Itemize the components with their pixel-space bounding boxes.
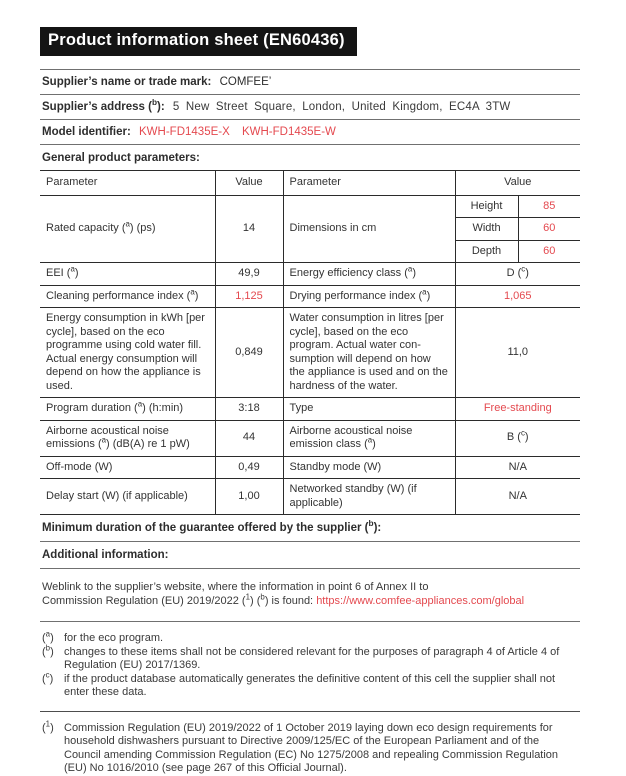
- guarantee-heading: Minimum duration of the guarantee offere…: [40, 515, 580, 542]
- type-label: Type: [282, 397, 456, 421]
- performance-index-row: Cleaning performance index (a) 1,125 Dry…: [40, 284, 580, 308]
- drying-index-value: 1,065: [454, 284, 580, 308]
- eei-value: 49,9: [214, 262, 284, 286]
- duration-type-row: Program duration (a) (h:min) 3:18 Type F…: [40, 397, 580, 421]
- eei-label: EEI (a): [40, 262, 216, 286]
- weblink-line-2-text: Commission Regulation (EU) 2019/2022 (1)…: [42, 592, 314, 607]
- off-mode-label: Off-mode (W): [40, 455, 216, 479]
- supplier-name-value: COMFEE’: [219, 76, 272, 88]
- weblink-line-1: Weblink to the supplier’s website, where…: [42, 581, 429, 593]
- footnotes-section: (a) for the eco program. (b) changes to …: [40, 622, 580, 712]
- weblink-url[interactable]: https://www.comfee-appliances.com/global: [316, 595, 525, 607]
- delay-start-value: 1,00: [214, 478, 284, 515]
- regulation-footnote: (1) Commission Regulation (EU) 2019/2022…: [40, 712, 580, 776]
- standby-mode-value: N/A: [454, 455, 580, 479]
- noise-class-value: B (c): [454, 419, 580, 457]
- footnote-b: (b) changes to these items shall not be …: [42, 642, 578, 673]
- weblink-paragraph: Weblink to the supplier’s website, where…: [40, 569, 580, 622]
- delay-start-label: Delay start (W) (if applicable): [40, 478, 216, 515]
- regulation-footnote-text: Commission Regulation (EU) 2019/2022 of …: [64, 721, 559, 775]
- regulation-footnote-marker: (1): [42, 718, 54, 734]
- energy-class-value: D (c): [454, 262, 580, 286]
- header-value-right: Value: [454, 170, 580, 196]
- energy-consumption-label: Energy consumption in kWh [per cycle], b…: [40, 307, 216, 398]
- footnote-b-marker: (b): [42, 642, 54, 658]
- dimension-height-label: Height: [454, 194, 519, 218]
- networked-standby-label: Networked standby (W) (if applicable): [282, 478, 456, 515]
- parameters-table: Parameter Value Parameter Value Rated ca…: [40, 170, 580, 515]
- noise-emissions-value: 44: [214, 419, 284, 457]
- rated-capacity-row: Rated capacity (a) (ps) 14 Dimensions in…: [40, 194, 580, 263]
- dimension-depth-value: 60: [517, 239, 580, 263]
- off-mode-value: 0,49: [214, 455, 284, 479]
- energy-consumption-value: 0,849: [214, 307, 284, 398]
- footnote-a: (a) for the eco program.: [42, 629, 578, 646]
- supplier-name-row: Supplier’s name or trade mark: COMFEE’: [40, 69, 580, 94]
- supplier-address-label: Supplier’s address (b):: [42, 98, 165, 113]
- noise-row: Airborne acoustical noise emissions (a) …: [40, 419, 580, 457]
- dimension-depth-label: Depth: [454, 239, 519, 263]
- weblink-line-2: Commission Regulation (EU) 2019/2022 (1)…: [42, 592, 578, 608]
- general-parameters-heading: General product parameters:: [42, 152, 200, 164]
- footnote-a-text: for the eco program.: [64, 632, 164, 644]
- footnote-c: (c) if the product database automaticall…: [42, 669, 578, 700]
- drying-index-label: Drying performance index (a): [282, 284, 456, 308]
- type-value: Free-standing: [454, 397, 580, 421]
- noise-class-label: Airborne acoustical noise emission class…: [282, 419, 456, 457]
- footnote-c-marker: (c): [42, 669, 54, 685]
- noise-emissions-label: Airborne acoustical noise emissions (a) …: [40, 419, 216, 457]
- consumption-row: Energy consumption in kWh [per cycle], b…: [40, 307, 580, 398]
- off-mode-row: Off-mode (W) 0,49 Standby mode (W) N/A: [40, 455, 580, 479]
- footnote-a-marker: (a): [42, 629, 54, 644]
- standby-mode-label: Standby mode (W): [282, 455, 456, 479]
- program-duration-label: Program duration (a) (h:min): [40, 397, 216, 421]
- divider: [40, 144, 580, 145]
- model-identifier-value-1: KWH-FD1435E-X: [139, 126, 230, 138]
- header-parameter-right: Parameter: [282, 170, 456, 196]
- additional-info-heading: Additional information:: [40, 542, 580, 569]
- table-header-row: Parameter Value Parameter Value: [40, 170, 580, 196]
- supplier-address-value: 5 New Street Square, London, United King…: [172, 101, 511, 113]
- rated-capacity-label: Rated capacity (a) (ps): [40, 194, 216, 263]
- program-duration-value: 3:18: [214, 397, 284, 421]
- model-identifier-row: Model identifier: KWH-FD1435E-X KWH-FD14…: [40, 119, 580, 144]
- dimension-height-value: 85: [517, 194, 580, 218]
- footnote-b-text: changes to these items shall not be cons…: [64, 645, 560, 672]
- supplier-name-label: Supplier’s name or trade mark:: [42, 76, 212, 88]
- water-consumption-value: 11,0: [454, 307, 580, 398]
- delay-start-row: Delay start (W) (if applicable) 1,00 Net…: [40, 478, 580, 515]
- footnote-c-text: if the product database automatically ge…: [64, 672, 556, 699]
- cleaning-index-label: Cleaning performance index (a): [40, 284, 216, 308]
- supplier-address-row: Supplier’s address (b): 5 New Street Squ…: [40, 94, 580, 119]
- supplier-info-section: Supplier’s name or trade mark: COMFEE’ S…: [40, 69, 580, 145]
- page-title: Product information sheet (EN60436): [40, 27, 357, 56]
- eei-row: EEI (a) 49,9 Energy efficiency class (a)…: [40, 262, 580, 286]
- header-value-left: Value: [214, 170, 284, 196]
- model-identifier-value-2: KWH-FD1435E-W: [241, 126, 336, 138]
- dimension-width-value: 60: [517, 217, 580, 241]
- cleaning-index-value: 1,125: [214, 284, 284, 308]
- rated-capacity-value: 14: [214, 194, 284, 263]
- dimensions-label: Dimensions in cm: [282, 194, 456, 263]
- model-identifier-label: Model identifier:: [42, 126, 131, 138]
- dimensions-sub-row: Width 60: [40, 217, 580, 241]
- water-consumption-label: Water consumption in litres [per cycle],…: [282, 307, 456, 398]
- header-parameter-left: Parameter: [40, 170, 216, 196]
- dimension-width-label: Width: [454, 217, 519, 241]
- networked-standby-value: N/A: [454, 478, 580, 515]
- energy-class-label: Energy efficiency class (a): [282, 262, 456, 286]
